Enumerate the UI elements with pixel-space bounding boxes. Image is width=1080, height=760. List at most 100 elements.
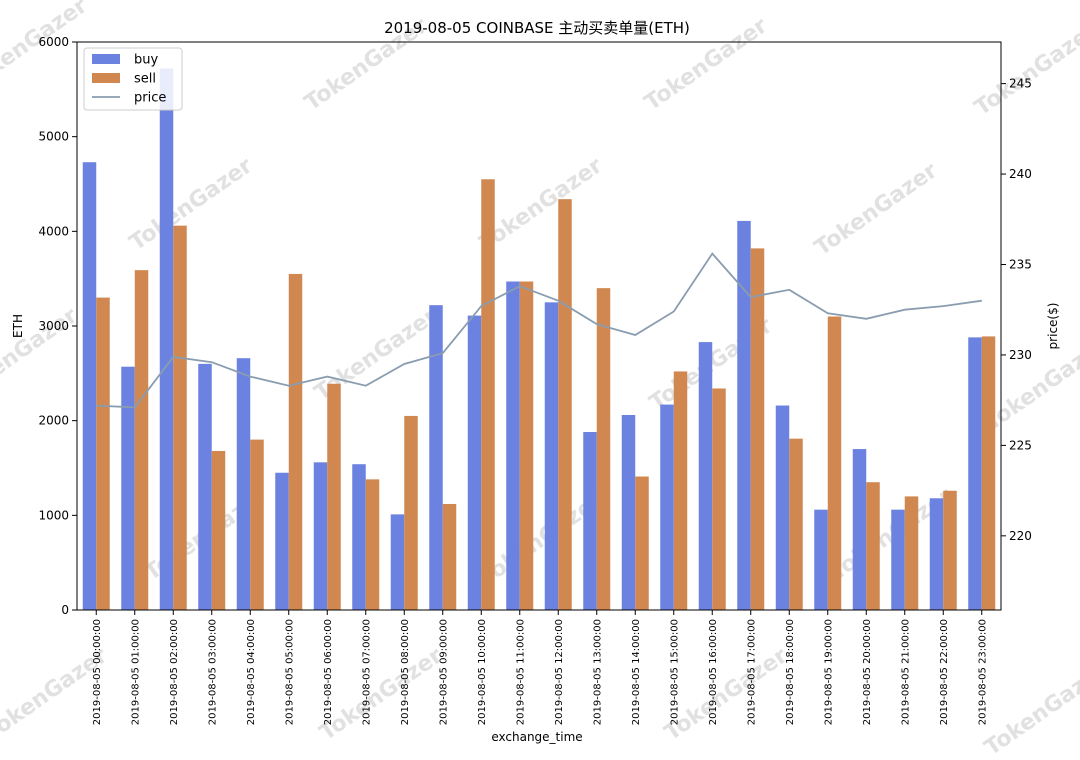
- sell-bar: [404, 415, 418, 610]
- y-tick-label: 5000: [38, 130, 69, 144]
- watermark-text: TokenGazer: [315, 643, 447, 746]
- buy-bar: [198, 363, 212, 610]
- x-tick-label: 2019-08-05 13:00:00: [592, 619, 603, 725]
- sell-bar: [981, 336, 996, 610]
- x-tick-label: 2019-08-05 20:00:00: [862, 619, 873, 725]
- sell-bar: [943, 490, 957, 610]
- x-tick-label: 2019-08-05 01:00:00: [130, 619, 141, 725]
- watermark-text: TokenGazer: [980, 658, 1080, 760]
- x-tick-label: 2019-08-05 05:00:00: [284, 619, 295, 725]
- sell-bar: [96, 297, 110, 610]
- x-tick-label: 2019-08-05 04:00:00: [246, 619, 257, 725]
- buy-bar: [891, 509, 905, 610]
- sell-bar: [558, 199, 572, 610]
- sell-bar: [596, 288, 611, 610]
- sell-bar: [173, 225, 187, 611]
- x-tick-label: 2019-08-05 03:00:00: [207, 619, 218, 725]
- sell-bar: [134, 270, 149, 610]
- y2-tick-label: 225: [1009, 438, 1032, 452]
- x-tick-label: 2019-08-05 08:00:00: [400, 619, 411, 725]
- x-tick-label: 2019-08-05 09:00:00: [438, 619, 449, 725]
- x-tick-label: 2019-08-05 16:00:00: [708, 619, 719, 725]
- x-tick-label: 2019-08-05 17:00:00: [746, 619, 757, 725]
- x-tick-label: 2019-08-05 06:00:00: [323, 619, 334, 725]
- buy-bar: [275, 472, 289, 610]
- legend-label: sell: [134, 72, 156, 87]
- y-tick-label: 1000: [38, 508, 69, 522]
- buy-bar: [544, 302, 559, 610]
- x-tick-label: 2019-08-05 11:00:00: [515, 619, 526, 725]
- buy-bar: [236, 358, 251, 610]
- buy-bar: [159, 68, 174, 611]
- sell-bar: [365, 479, 380, 610]
- y-tick-label: 3000: [38, 319, 69, 333]
- watermark-text: TokenGazer: [125, 153, 257, 256]
- buy-bar: [737, 220, 751, 611]
- buy-bar: [698, 342, 713, 610]
- watermark-text: TokenGazer: [970, 18, 1080, 121]
- y-tick-label: 6000: [38, 35, 69, 49]
- chart-title: 2019-08-05 COINBASE 主动买卖单量(ETH): [384, 19, 690, 37]
- buy-bar: [121, 366, 135, 610]
- x-tick-label: 2019-08-05 02:00:00: [169, 619, 180, 725]
- watermark-text: TokenGazer: [810, 158, 942, 261]
- y2-tick-label: 240: [1009, 167, 1032, 181]
- buy-bar: [583, 432, 597, 610]
- plot-area: 0 1000 2000 3000 4000 5000 6000 220 225 230 235 240…: [38, 35, 1031, 725]
- sell-bar: [866, 482, 880, 610]
- x-tick-label: 2019-08-05 07:00:00: [361, 619, 372, 725]
- sell-bar: [327, 383, 341, 610]
- buy-bar: [775, 405, 790, 610]
- x-tick-label: 2019-08-05 00:00:00: [92, 619, 103, 725]
- watermark-text: TokenGazer: [475, 153, 607, 256]
- buy-bar: [82, 162, 97, 610]
- sell-bar: [673, 371, 688, 610]
- y2-tick-label: 230: [1009, 348, 1032, 362]
- sell-bar: [250, 439, 264, 610]
- x-tick-label: 2019-08-05 10:00:00: [477, 619, 488, 725]
- buy-bar: [621, 414, 636, 610]
- y-tick-label: 4000: [38, 224, 69, 238]
- x-tick-label: 2019-08-05 18:00:00: [785, 619, 796, 725]
- sell-bar: [904, 496, 919, 610]
- buy-bar: [968, 337, 982, 610]
- buy-bar: [390, 514, 405, 610]
- x-tick-label: 2019-08-05 15:00:00: [669, 619, 680, 725]
- sell-bar: [789, 438, 803, 610]
- x-tick-label: 2019-08-05 12:00:00: [554, 619, 565, 725]
- sell-bar: [442, 503, 457, 610]
- sell-bar: [712, 388, 726, 610]
- sell-bar: [481, 179, 495, 610]
- price-line: [96, 252, 982, 409]
- legend-swatch: [92, 54, 120, 64]
- sell-bar: [519, 281, 534, 610]
- y2-tick-label: 235: [1009, 257, 1032, 271]
- legend: buy sell price: [83, 47, 183, 111]
- x-tick-label: 2019-08-05 23:00:00: [977, 619, 988, 725]
- y2-axis-label: price($): [1046, 303, 1060, 350]
- buy-bar: [352, 464, 366, 610]
- x-tick-label: 2019-08-05 14:00:00: [631, 619, 642, 725]
- buy-bar: [506, 281, 520, 610]
- buy-bar: [429, 305, 443, 610]
- y-axis-label: ETH: [11, 314, 25, 338]
- y-tick-label: 0: [61, 603, 69, 617]
- sell-bar: [750, 248, 765, 610]
- buy-bar: [467, 315, 482, 610]
- sell-bar: [288, 273, 303, 610]
- y2-tick-label: 220: [1009, 529, 1032, 543]
- buy-bar: [852, 449, 867, 610]
- legend-swatch: [92, 73, 120, 83]
- legend-label: buy: [134, 53, 158, 68]
- x-tick-label: 2019-08-05 21:00:00: [900, 619, 911, 725]
- x-tick-label: 2019-08-05 22:00:00: [939, 619, 950, 725]
- sell-bar: [635, 476, 649, 610]
- x-axis-label: exchange_time: [491, 730, 582, 744]
- sell-bar: [827, 316, 842, 610]
- sell-bar: [211, 450, 226, 610]
- legend-label: price: [134, 91, 166, 106]
- buy-bar: [313, 462, 328, 610]
- buy-bar: [660, 404, 674, 610]
- x-tick-label: 2019-08-05 19:00:00: [823, 619, 834, 725]
